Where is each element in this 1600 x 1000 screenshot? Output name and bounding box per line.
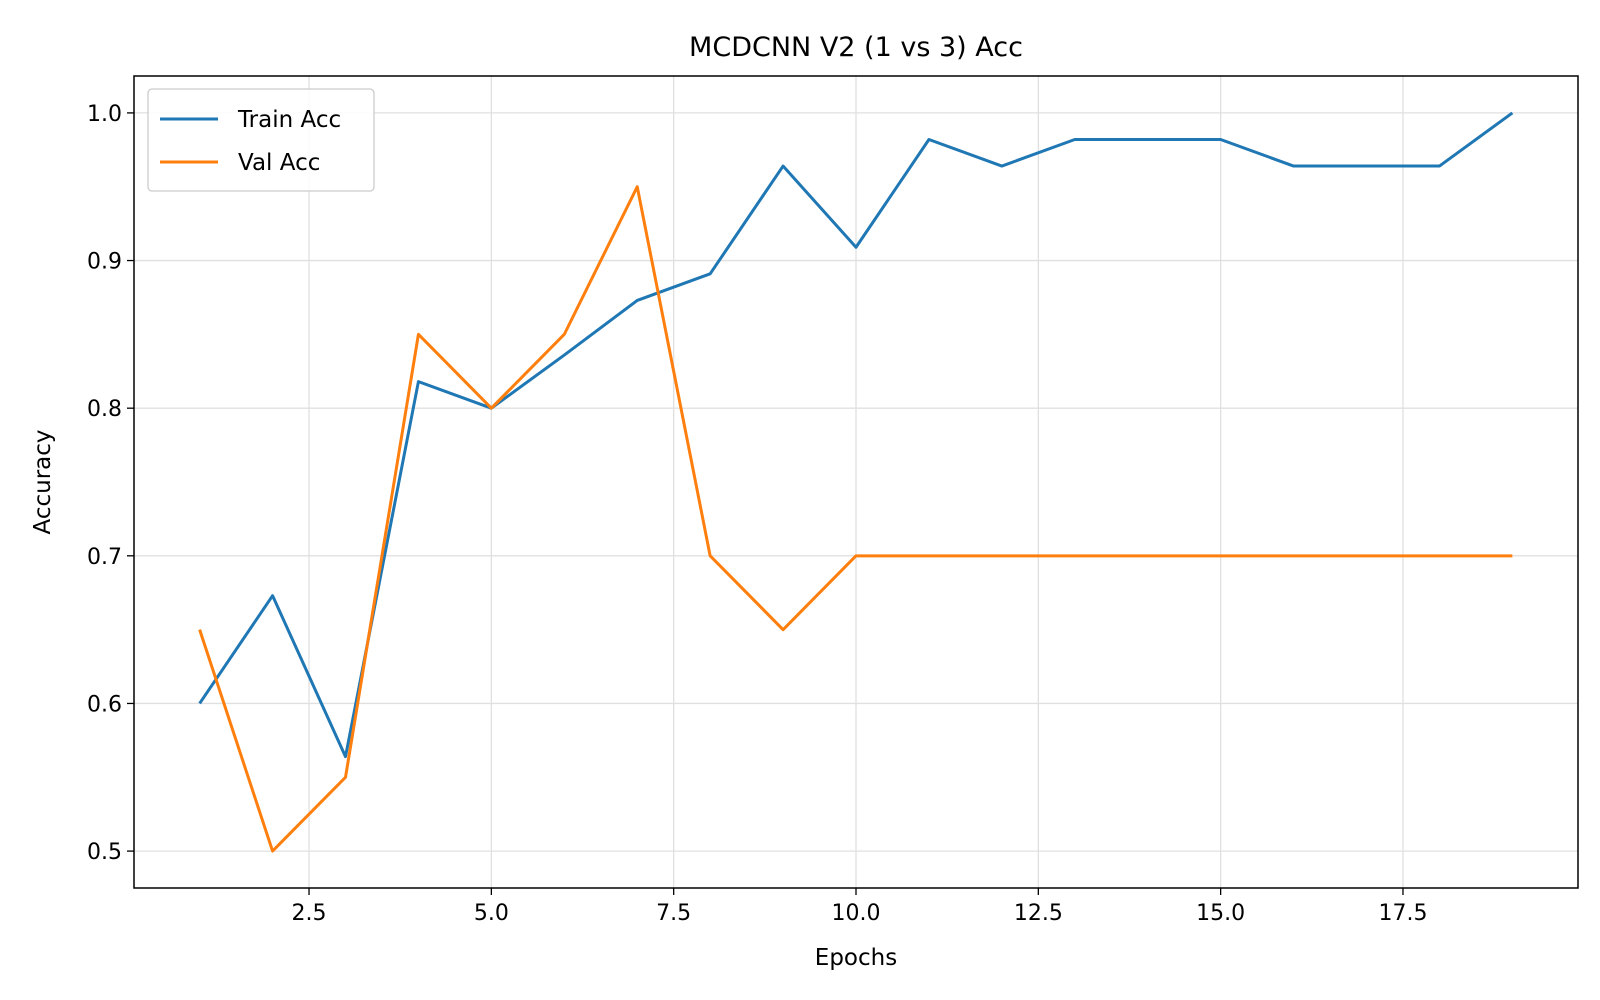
data-point-train-acc bbox=[1000, 165, 1003, 168]
y-tick-label: 0.6 bbox=[87, 692, 122, 717]
data-point-val-acc bbox=[1292, 554, 1295, 557]
legend-box bbox=[147, 88, 375, 192]
series-line-train-acc bbox=[198, 111, 1514, 759]
x-axis-label: Epochs bbox=[815, 945, 897, 971]
data-point-val-acc bbox=[855, 554, 858, 557]
data-point-val-acc bbox=[198, 628, 201, 631]
series-line-val-acc bbox=[198, 185, 1513, 853]
data-point-train-acc bbox=[1438, 165, 1441, 168]
y-tick-label: 0.8 bbox=[87, 397, 122, 422]
data-point-train-acc bbox=[1365, 165, 1368, 168]
data-point-val-acc bbox=[490, 407, 493, 410]
data-point-val-acc bbox=[1073, 554, 1076, 557]
y-tick-label: 0.9 bbox=[87, 250, 122, 275]
legend-label-val-acc: Val Acc bbox=[238, 150, 320, 176]
series-layer bbox=[198, 111, 1514, 853]
data-point-train-acc bbox=[1146, 138, 1149, 141]
data-point-train-acc bbox=[1219, 138, 1222, 141]
data-point-train-acc bbox=[782, 165, 785, 168]
y-axis-label: Accuracy bbox=[30, 429, 56, 534]
data-point-val-acc bbox=[271, 850, 274, 853]
data-point-val-acc bbox=[417, 333, 420, 336]
x-tick-label: 2.5 bbox=[292, 901, 327, 926]
data-point-train-acc bbox=[1073, 138, 1076, 141]
x-tick-label: 7.5 bbox=[656, 901, 691, 926]
y-axis: 0.5 0.6 0.7 0.8 0.9 1.0 bbox=[87, 102, 134, 865]
data-point-val-acc bbox=[1511, 554, 1514, 557]
x-tick-label: 12.5 bbox=[1014, 901, 1063, 926]
data-point-val-acc bbox=[782, 628, 785, 631]
data-point-val-acc bbox=[1438, 554, 1441, 557]
data-point-val-acc bbox=[636, 185, 639, 188]
legend: Train Acc Val Acc bbox=[147, 88, 375, 192]
data-point-val-acc bbox=[1000, 554, 1003, 557]
x-tick-label: 17.5 bbox=[1378, 901, 1427, 926]
chart-title: MCDCNN V2 (1 vs 3) Acc bbox=[689, 32, 1023, 63]
data-point-val-acc bbox=[563, 333, 566, 336]
data-point-train-acc bbox=[198, 702, 201, 705]
data-point-val-acc bbox=[1365, 554, 1368, 557]
data-point-train-acc bbox=[1511, 111, 1514, 114]
data-point-train-acc bbox=[709, 272, 712, 275]
data-point-train-acc bbox=[344, 755, 347, 758]
x-tick-label: 10.0 bbox=[832, 901, 881, 926]
x-tick-label: 15.0 bbox=[1196, 901, 1245, 926]
data-point-train-acc bbox=[417, 380, 420, 383]
data-point-train-acc bbox=[855, 246, 858, 249]
data-point-val-acc bbox=[1146, 554, 1149, 557]
data-point-val-acc bbox=[927, 554, 930, 557]
legend-label-train-acc: Train Acc bbox=[237, 107, 341, 133]
y-tick-label: 0.5 bbox=[87, 840, 122, 865]
data-point-val-acc bbox=[344, 776, 347, 779]
data-point-train-acc bbox=[927, 138, 930, 141]
y-tick-label: 1.0 bbox=[87, 102, 122, 127]
data-point-train-acc bbox=[1292, 165, 1295, 168]
data-point-train-acc bbox=[563, 354, 566, 357]
data-point-val-acc bbox=[709, 554, 712, 557]
x-tick-label: 5.0 bbox=[474, 901, 509, 926]
y-tick-label: 0.7 bbox=[87, 545, 122, 570]
data-point-train-acc bbox=[271, 594, 274, 597]
data-point-train-acc bbox=[636, 299, 639, 302]
data-point-val-acc bbox=[1219, 554, 1222, 557]
x-axis: 2.5 5.0 7.5 10.0 12.5 15.0 17.5 bbox=[292, 888, 1427, 926]
